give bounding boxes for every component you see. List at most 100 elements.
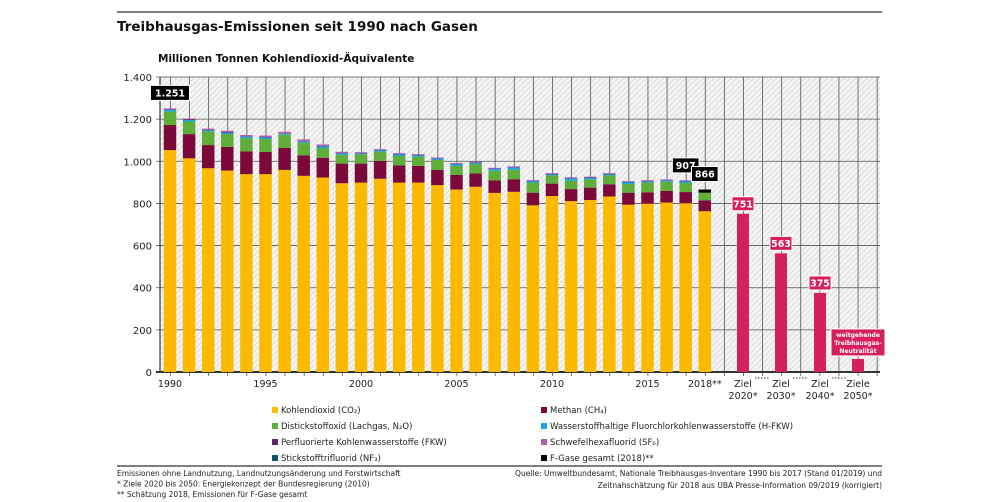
- legend-entry: Kohlendioxid (CO₂): [281, 406, 361, 416]
- bar-segment-2010: [545, 173, 559, 174]
- y-tick-label: 1.200: [123, 115, 152, 126]
- x-tick-label: 2010: [540, 379, 564, 390]
- bar-segment-1999: [335, 154, 349, 164]
- bar-segment-1998: [316, 146, 330, 149]
- bar-segment-2013: [603, 174, 616, 176]
- bar-segment-2000: [354, 152, 368, 154]
- bar-segment-1991: [182, 134, 196, 159]
- bar-segment-2007: [488, 170, 501, 181]
- bar-segment-2017: [679, 192, 692, 204]
- bar-segment-2003: [412, 165, 425, 183]
- bar-segment-1994: [240, 136, 253, 139]
- bar-segment-2005: [450, 164, 463, 166]
- y-tick-label: 400: [133, 284, 152, 295]
- bar-segment-1993: [221, 130, 234, 132]
- bar-segment-2017: [679, 182, 692, 193]
- bar-segment-2002: [392, 154, 406, 157]
- bar-segment-1995: [259, 152, 272, 175]
- bar-segment-2017: [679, 181, 692, 183]
- bar-segment-1990: [163, 109, 177, 110]
- bar-segment-2012: [583, 179, 597, 188]
- bar-segment-2011: [564, 178, 578, 181]
- bar-segment-2004: [431, 169, 444, 186]
- legend-swatch: [541, 423, 547, 429]
- bar-segment-1998: [316, 148, 330, 158]
- legend-entry: Methan (CH₄): [550, 406, 607, 416]
- bar-segment-2015: [641, 182, 654, 193]
- bar-segment-2001: [373, 160, 387, 179]
- bar-segment-2003: [412, 182, 425, 372]
- bar-segment-1994: [240, 138, 253, 152]
- target-label-box: [769, 235, 793, 251]
- bar-segment-2013: [603, 173, 616, 174]
- bar-segment-2011: [564, 189, 578, 202]
- target-label-box: [808, 275, 832, 291]
- bar-segment-2001: [373, 178, 387, 372]
- footnote: ** Schätzung 2018, Emissionen für F-Gase…: [117, 490, 307, 499]
- target-bar: [814, 292, 826, 372]
- bar-segment-1993: [221, 131, 234, 133]
- bar-segment-1996: [278, 134, 291, 149]
- x-tick-label: 1990: [158, 379, 182, 390]
- y-tick-label: 800: [133, 199, 152, 210]
- legend-swatch: [541, 439, 547, 445]
- value-label-box: [691, 166, 719, 183]
- target-label: 751: [733, 199, 753, 210]
- x-tick-label: 2005: [444, 379, 468, 390]
- bar-segment-2002: [392, 153, 406, 154]
- bar-segment-2012: [583, 177, 597, 180]
- bar-segment-1999: [335, 183, 349, 372]
- bar-segment-2000: [354, 153, 368, 155]
- target-label: 563: [771, 239, 791, 250]
- bar-segment-1993: [221, 132, 234, 135]
- bar-segment-1998: [316, 157, 330, 178]
- bar-segment-2004: [431, 158, 444, 161]
- bar-segment-2012: [583, 176, 597, 178]
- bar-segment-1992: [201, 168, 215, 372]
- legend: Kohlendioxid (CO₂) Methan (CH₄) Disticksto…: [272, 406, 793, 464]
- bar-segment-2001: [373, 149, 387, 150]
- bar-segment-1992: [201, 129, 215, 131]
- y-tick-label: 1.000: [123, 157, 152, 168]
- bar-segment-1998: [316, 144, 330, 146]
- bar-segment-2000: [354, 182, 368, 372]
- bar-segment-1991: [182, 121, 196, 135]
- bar-segment-2012: [583, 187, 597, 201]
- bar-segment-1996: [278, 169, 291, 372]
- bar-segment-2016: [660, 179, 673, 181]
- bar-segment-1993: [221, 134, 234, 147]
- bar-segment-2006: [469, 186, 482, 372]
- bar-segment-2008: [507, 169, 521, 180]
- bar-segment-1992: [201, 130, 215, 132]
- bar-segment-2016: [660, 181, 673, 191]
- bar-segment-1993: [221, 170, 234, 372]
- bar-segment-1995: [259, 138, 272, 153]
- y-tick-label: 200: [133, 326, 152, 337]
- bar-segment-2012: [583, 200, 597, 372]
- target-label: weitgehende: [836, 332, 880, 339]
- bar-segment-1999: [335, 163, 349, 184]
- legend-swatch: [272, 407, 278, 413]
- bar-segment-1993: [221, 146, 234, 171]
- chart-title: Treibhausgas-Emissionen seit 1990 nach G…: [117, 19, 478, 35]
- footer: Emissionen ohne Landnutzung, Landnutzung…: [117, 469, 882, 499]
- bar-segment-2013: [603, 175, 616, 185]
- bar-segment-2011: [564, 180, 578, 190]
- bar-segment-1991: [182, 118, 196, 120]
- value-label: 866: [695, 170, 715, 181]
- bar-segment-2004: [431, 185, 444, 372]
- bar-segment-2017: [679, 180, 692, 182]
- bar-segment-2014: [622, 192, 635, 205]
- bar-segment-1996: [278, 148, 291, 170]
- bar-segment-2013: [603, 184, 616, 197]
- target-x-label: Ziel: [772, 379, 790, 390]
- legend-entry: Perfluorierte Kohlenwasserstoffe (FKW): [281, 438, 447, 448]
- bar-segment-1992: [201, 128, 215, 130]
- legend-entry: F-Gase gesamt (2018)**: [550, 454, 654, 464]
- bar-segment-2016: [660, 180, 673, 182]
- bar-segment-2000: [354, 154, 368, 164]
- bar-segment-1997: [297, 139, 310, 141]
- bar-segment-2003: [412, 154, 425, 155]
- bar-segment-2015: [641, 192, 654, 204]
- bar-segment-2007: [488, 192, 501, 372]
